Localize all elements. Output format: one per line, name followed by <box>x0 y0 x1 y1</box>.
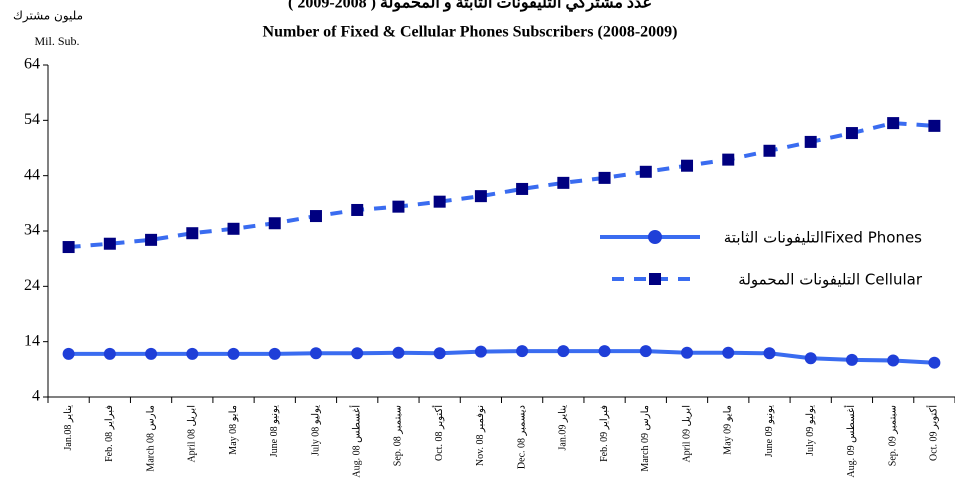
x-tick-label: Oct. 08 أكتوبر <box>432 405 445 461</box>
point <box>598 171 611 184</box>
series-line <box>68 349 935 365</box>
point <box>309 347 322 360</box>
point <box>681 159 694 172</box>
y-tick-label: 64 <box>24 56 40 73</box>
point <box>145 233 158 246</box>
point <box>62 241 75 254</box>
x-tick-label: Feb. 08 فبراير <box>104 405 115 462</box>
point <box>845 127 858 140</box>
point <box>227 222 240 235</box>
point <box>145 347 158 360</box>
point <box>309 210 322 223</box>
point <box>598 345 611 358</box>
point <box>392 200 405 213</box>
x-tick-label: Jan.09 يناير <box>558 405 569 451</box>
point <box>351 203 364 216</box>
point <box>845 353 858 366</box>
point <box>474 190 487 203</box>
x-tick-label: Oct. 09 أكتوبر <box>927 405 940 461</box>
chart-title: Number of Fixed & Cellular Phones Subscr… <box>263 24 678 41</box>
x-tick-label: July 09 يوليو <box>805 405 816 456</box>
point <box>804 135 817 148</box>
point <box>887 354 900 367</box>
legend-marker <box>648 230 662 244</box>
y-label-ar: مليون مشترك <box>13 9 83 24</box>
point <box>887 117 900 130</box>
x-tick-label: March 09 مارس <box>640 405 651 472</box>
y-tick-label: 14 <box>24 332 40 349</box>
point <box>928 356 941 369</box>
y-tick-label: 4 <box>32 388 40 405</box>
y-tick-label: 54 <box>24 111 40 128</box>
point <box>351 347 364 360</box>
point <box>639 345 652 358</box>
point <box>763 347 776 360</box>
point <box>557 345 570 358</box>
x-tick-label: May 09 مايو <box>723 405 734 455</box>
x-tick-label: June 09 يونيو <box>764 405 775 457</box>
x-tick-label: Jan.08 يناير <box>63 405 74 451</box>
x-tick-label: Dec. 08 ديسمبر <box>516 405 527 469</box>
y-tick-label: 44 <box>24 166 40 183</box>
legend-label: التليفونات المحمولة Cellular <box>738 271 923 289</box>
x-tick-label: Feb. 09 فبراير <box>599 405 610 462</box>
point <box>433 195 446 208</box>
x-tick-label: April 09 ابريل <box>681 405 692 463</box>
point <box>516 182 529 195</box>
x-tick-label: Sep. 08 سبتمبر <box>393 405 404 466</box>
chart-title-ar: عدد مشتركي التليفونات الثابتة و المحمولة… <box>288 0 652 13</box>
x-tick-label: Aug. 08 أغسطس <box>350 405 363 478</box>
x-tick-label: Nov. 08 نوفمبر <box>475 405 486 466</box>
x-tick-label: April 08 ابريل <box>187 405 198 463</box>
point <box>639 165 652 178</box>
point <box>722 153 735 166</box>
x-tick-label: Sep. 09 سبتمبر <box>887 405 898 466</box>
point <box>186 347 199 360</box>
point <box>433 347 446 360</box>
point <box>103 237 116 250</box>
point <box>763 144 776 157</box>
x-tick-label: July 08 يوليو <box>310 405 321 456</box>
point <box>62 347 75 360</box>
point <box>186 227 199 240</box>
x-tick-label: March 08 مارس <box>145 405 156 472</box>
point <box>227 347 240 360</box>
legend-marker <box>649 273 661 285</box>
point <box>722 346 735 359</box>
legend-label: التليفونات الثابتةFixed Phones <box>724 229 922 247</box>
point <box>103 347 116 360</box>
series-line <box>68 121 935 250</box>
y-label: Mil. Sub. <box>34 34 79 48</box>
point <box>516 345 529 358</box>
point <box>557 176 570 189</box>
point <box>681 346 694 359</box>
x-tick-label: Aug. 09 أغسطس <box>844 405 857 478</box>
point <box>268 347 281 360</box>
point <box>928 119 941 132</box>
point <box>474 345 487 358</box>
point <box>268 217 281 230</box>
x-tick-label: June 08 يونيو <box>269 405 280 457</box>
point <box>392 346 405 359</box>
point <box>804 352 817 365</box>
y-tick-label: 24 <box>24 277 40 294</box>
y-tick-label: 34 <box>24 222 40 239</box>
x-tick-label: May 08 مايو <box>228 405 239 455</box>
